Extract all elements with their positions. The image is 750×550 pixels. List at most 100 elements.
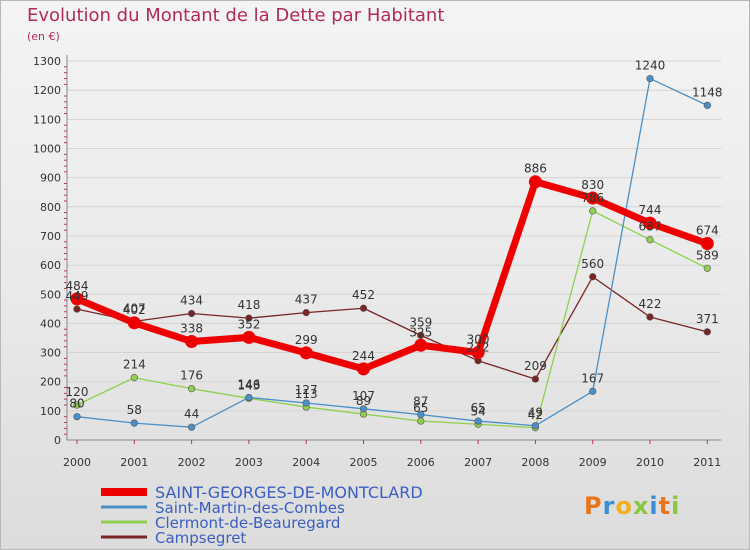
data-point [188,309,196,318]
data-label: 176 [180,369,203,383]
data-label: 65 [413,401,428,415]
data-label: 418 [237,298,260,312]
data-label: 830 [581,178,604,192]
data-label: 1148 [692,85,723,99]
logo-letter: o [615,492,633,520]
data-point [188,385,196,393]
data-label: 437 [295,293,318,307]
y-tick-label: 300 [40,347,61,360]
data-label: 402 [123,303,146,317]
data-point [70,292,84,306]
data-point [703,101,711,109]
y-tick-label: 1000 [33,143,61,156]
legend: SAINT-GEORGES-DE-MONTCLARDSaint-Martin-d… [101,483,423,547]
x-tick-label: 2004 [292,456,320,469]
data-label: 589 [696,248,719,262]
y-tick-label: 900 [40,172,61,185]
data-label: 214 [123,358,146,372]
logo-letter: x [632,492,650,520]
y-tick-label: 1300 [33,55,61,68]
data-label: 107 [352,389,375,403]
data-point [589,273,597,281]
data-point [589,207,597,215]
data-label: 49 [528,406,543,420]
data-label: 484 [66,279,89,293]
series-line-0 [75,178,709,373]
data-label: 886 [524,162,547,176]
y-tick-label: 1100 [33,113,61,126]
series-line-2 [76,210,708,429]
series-layer [70,74,714,432]
data-label: 371 [696,312,719,326]
data-point [359,304,368,312]
legend-label-0: SAINT-GEORGES-DE-MONTCLARD [155,483,423,502]
data-label: 338 [180,321,203,335]
data-point [531,375,540,383]
data-label: 44 [184,407,199,421]
legend-label-1: Saint-Martin-des-Combes [155,499,345,517]
data-label: 325 [409,325,432,339]
data-label: 54 [470,404,485,418]
y-tick-label: 800 [40,201,61,214]
y-tick-label: 500 [40,288,61,301]
data-label: 359 [409,315,432,329]
y-tick-label: 700 [40,230,61,243]
data-point [73,413,81,421]
logo-letter: t [658,492,672,520]
data-point [299,346,313,360]
x-tick-label: 2005 [350,456,378,469]
logo-letter: i [649,492,659,520]
data-point [417,331,425,339]
data-point [130,419,138,427]
data-point [245,314,253,322]
legend-label-2: Clermont-de-Beauregard [155,514,340,532]
data-label: 449 [66,289,89,303]
data-label: 744 [639,203,662,217]
logo-letter: r [602,492,616,520]
data-label: 244 [352,349,375,363]
series-line-3 [76,276,708,380]
logo-letter: i [671,492,681,520]
data-point [471,346,485,360]
y-tick-label: 0 [54,434,61,447]
data-point [188,423,196,431]
data-point [185,334,199,348]
data-point [643,216,657,230]
data-point [245,393,253,402]
data-point [528,175,542,189]
data-point [414,338,428,352]
data-point [531,422,540,430]
data-point [646,74,654,83]
data-label: 89 [356,394,371,408]
legend-label-3: Campsegret [155,529,246,547]
data-point [302,399,310,407]
proxiti-logo: Proxiti [584,492,680,520]
data-point [703,328,711,336]
data-label: 65 [470,401,485,415]
data-point [73,305,81,313]
y-tick-label: 600 [40,259,61,272]
data-label: 352 [237,317,260,331]
x-tick-label: 2002 [178,456,206,469]
x-tick-label: 2006 [407,456,435,469]
logo-letter: P [584,492,603,520]
data-point [359,405,368,413]
data-point [127,316,141,330]
data-label: 80 [69,397,84,411]
y-tick-label: 200 [40,376,61,389]
data-label: 209 [524,359,547,373]
x-tick-label: 2001 [120,456,148,469]
y-tick-label: 1200 [33,84,61,97]
data-label: 434 [180,293,203,307]
data-point [73,401,81,409]
data-label: 674 [696,224,719,238]
data-label: 146 [237,377,260,391]
data-point [589,387,597,395]
data-label: 58 [127,403,142,417]
x-tick-label: 2010 [636,456,664,469]
data-label: 127 [295,383,318,397]
data-point [417,411,425,419]
axis-layer: 0 100 200 300 400 500 600 700 800 900 1000 1100 1200… [33,55,722,469]
x-tick-label: 2000 [63,456,91,469]
